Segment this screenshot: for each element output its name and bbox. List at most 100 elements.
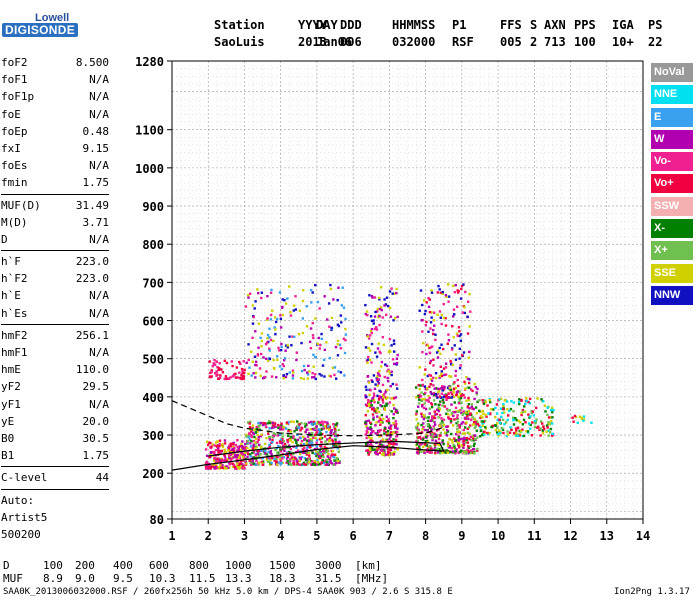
echo-point (291, 369, 295, 372)
echo-point (514, 416, 517, 420)
echo-point (269, 463, 272, 466)
echo-point (321, 458, 324, 462)
echo-point (431, 392, 435, 396)
echo-point (378, 369, 381, 373)
echo-point (432, 384, 435, 387)
echo-point (221, 371, 225, 374)
echo-point (282, 455, 286, 459)
echo-point (214, 461, 217, 464)
echo-point (316, 300, 320, 304)
echo-point (304, 463, 307, 466)
echo-point (461, 444, 464, 448)
echo-point (332, 423, 335, 426)
echo-point (369, 426, 372, 429)
echo-point (366, 313, 369, 317)
echo-point (538, 428, 541, 432)
echo-point (382, 444, 385, 447)
echo-point (423, 402, 426, 405)
echo-point (313, 428, 317, 432)
echo-point (388, 401, 392, 404)
footer-d-2: 200 (75, 559, 95, 572)
x-tick-label: 3 (241, 529, 248, 543)
echo-point (279, 459, 283, 462)
echo-point (268, 327, 271, 331)
echo-point (224, 457, 227, 461)
footer-muf-1: 8.9 (43, 572, 63, 585)
echo-point (329, 431, 332, 435)
echo-point (443, 450, 446, 453)
echo-point (469, 388, 473, 391)
echo-point (473, 452, 476, 455)
echo-point (257, 421, 260, 425)
param-value: N/A (89, 107, 109, 121)
echo-point (260, 433, 263, 436)
echo-point (416, 447, 419, 450)
echo-point (374, 432, 377, 435)
echo-point (241, 445, 244, 448)
echo-point (446, 441, 450, 444)
echo-point (248, 425, 252, 429)
footer-muf-0: MUF (3, 572, 23, 585)
echo-point (441, 389, 444, 392)
echo-point (396, 427, 399, 430)
echo-point (468, 386, 471, 389)
echo-point (420, 405, 424, 408)
echo-point (369, 428, 373, 431)
echo-point (296, 433, 299, 437)
echo-point (456, 425, 459, 428)
echo-point (232, 463, 236, 467)
echo-point (459, 396, 463, 400)
header-value-2: Jan06 (316, 35, 353, 49)
echo-point (265, 425, 268, 429)
echo-point (454, 374, 457, 377)
echo-point (501, 411, 504, 415)
echo-point (305, 453, 309, 456)
echo-point (228, 444, 231, 447)
echo-point (253, 307, 256, 310)
echo-point (295, 439, 298, 443)
echo-point (383, 408, 387, 411)
echo-point (429, 377, 433, 381)
footer-muf-2: 9.0 (75, 572, 95, 585)
echo-point (304, 425, 307, 428)
echo-point (484, 426, 487, 429)
echo-point (328, 436, 332, 440)
echo-point (492, 408, 495, 411)
param-value: 223.0 (75, 272, 109, 286)
echo-point (373, 387, 377, 391)
echo-point (510, 400, 513, 403)
echo-point (281, 444, 285, 448)
echo-point (246, 421, 250, 424)
echo-point (319, 456, 322, 460)
echo-point (443, 405, 446, 408)
echo-point (283, 357, 287, 360)
echo-point (254, 330, 257, 333)
echo-point (364, 433, 367, 436)
echo-point (393, 447, 397, 450)
echo-point (515, 418, 518, 422)
echo-point (420, 415, 424, 418)
echo-point (344, 317, 347, 321)
echo-point (466, 448, 469, 451)
echo-point (290, 344, 293, 347)
echo-point (449, 391, 453, 394)
echo-point (261, 462, 264, 465)
echo-point (383, 429, 386, 432)
echo-point (454, 432, 458, 436)
echo-point (379, 440, 382, 443)
param-row: hmF1 N/A (1, 344, 109, 361)
header-value-0: SaoLuis (214, 35, 265, 49)
echo-point (457, 438, 460, 441)
echo-point (333, 463, 336, 466)
echo-point (310, 441, 314, 444)
echo-point (381, 383, 385, 387)
echo-point (316, 453, 319, 456)
echo-point (536, 397, 539, 400)
echo-point (474, 420, 477, 424)
echo-point (236, 445, 239, 449)
echo-point (364, 422, 368, 426)
footer-muf-4: 10.3 (149, 572, 176, 585)
echo-point (376, 310, 379, 313)
echo-point (221, 466, 225, 470)
echo-point (248, 292, 252, 295)
